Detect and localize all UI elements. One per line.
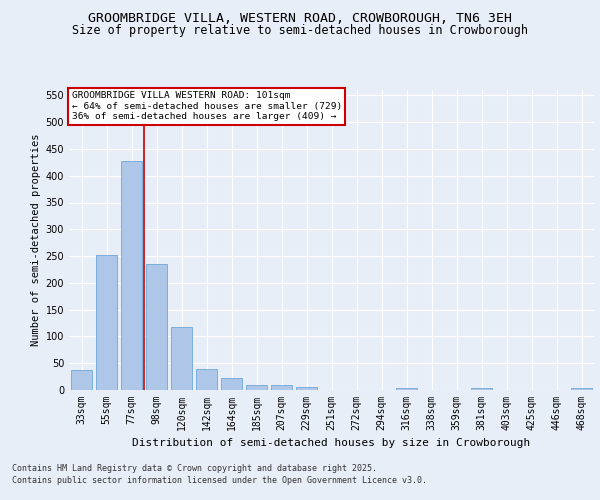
Bar: [271, 385, 292, 390]
Bar: [246, 384, 267, 390]
Text: Contains HM Land Registry data © Crown copyright and database right 2025.: Contains HM Land Registry data © Crown c…: [12, 464, 377, 473]
Text: GROOMBRIDGE VILLA WESTERN ROAD: 101sqm
← 64% of semi-detached houses are smaller: GROOMBRIDGE VILLA WESTERN ROAD: 101sqm ←…: [71, 92, 342, 122]
Bar: [221, 378, 242, 390]
Bar: [471, 388, 492, 390]
Y-axis label: Number of semi-detached properties: Number of semi-detached properties: [31, 134, 41, 346]
Bar: [171, 327, 192, 390]
Bar: [296, 387, 317, 390]
Bar: [146, 264, 167, 390]
Bar: [71, 370, 92, 390]
Bar: [396, 388, 417, 390]
Bar: [571, 388, 592, 390]
Text: GROOMBRIDGE VILLA, WESTERN ROAD, CROWBOROUGH, TN6 3EH: GROOMBRIDGE VILLA, WESTERN ROAD, CROWBOR…: [88, 12, 512, 26]
Bar: [196, 368, 217, 390]
Bar: [121, 160, 142, 390]
X-axis label: Distribution of semi-detached houses by size in Crowborough: Distribution of semi-detached houses by …: [133, 438, 530, 448]
Text: Size of property relative to semi-detached houses in Crowborough: Size of property relative to semi-detach…: [72, 24, 528, 37]
Text: Contains public sector information licensed under the Open Government Licence v3: Contains public sector information licen…: [12, 476, 427, 485]
Bar: [96, 255, 117, 390]
